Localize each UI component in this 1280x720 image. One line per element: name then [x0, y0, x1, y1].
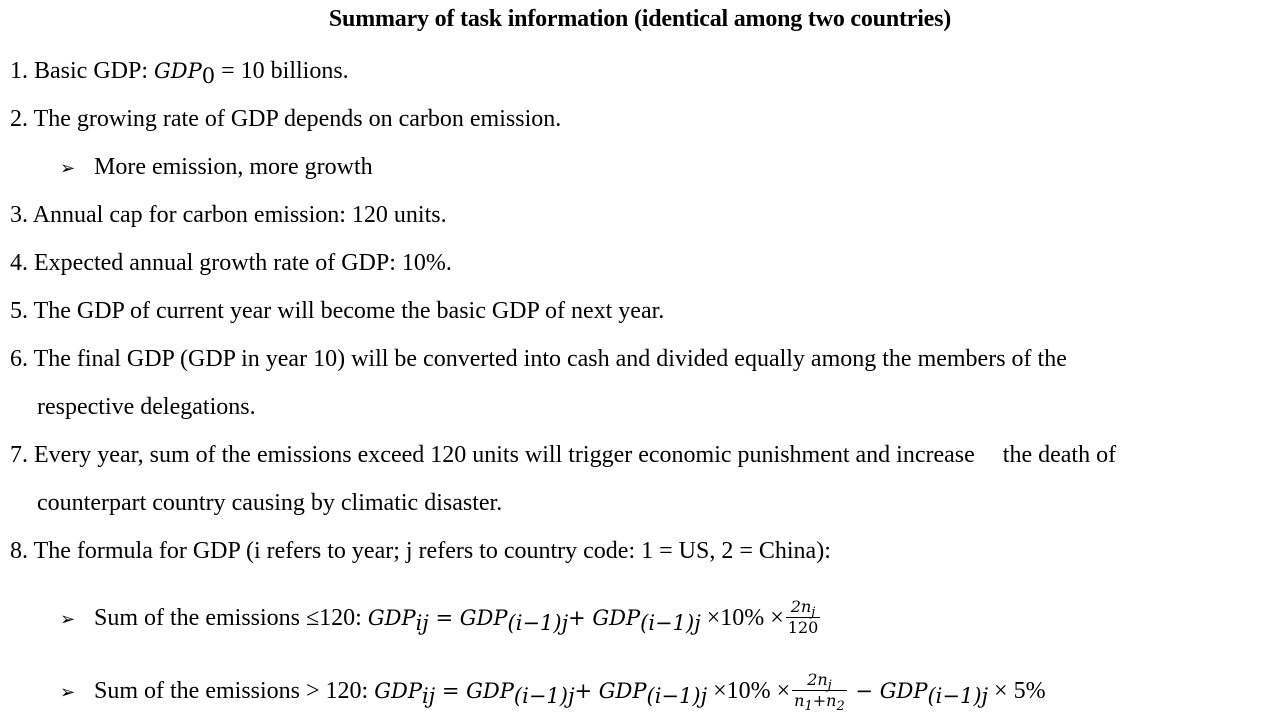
item-text: Expected annual growth rate of GDP: 10%.: [34, 250, 452, 276]
equals-sign: =: [435, 679, 467, 704]
slide-title: Summary of task information (identical a…: [328, 6, 952, 32]
item-number: 4.: [10, 250, 28, 276]
arrow-bullet-icon: ➢: [60, 682, 76, 704]
gdp-term: GDP: [592, 606, 641, 631]
plus-sign: +: [568, 606, 593, 631]
formula-label: Sum of the emissions ≤120:: [94, 605, 368, 632]
gdp-subscript: (i−1)j: [927, 684, 989, 709]
gdp-term: GDP: [367, 606, 416, 631]
item-text-tail: the death of: [1002, 442, 1117, 468]
fraction-denominator: n1+n2: [792, 690, 847, 714]
gdp-term: GDP: [374, 679, 422, 704]
gdp-term: GDP: [466, 679, 514, 704]
fraction-denominator: 120: [785, 617, 821, 637]
bullet-item: ➢ More emission, more growth: [60, 151, 373, 185]
item-number: 1.: [10, 58, 28, 84]
fraction: 2nj 120: [785, 597, 821, 638]
item-7-continuation: counterpart country causing by climatic …: [37, 490, 503, 516]
gdp-term: GDP: [598, 679, 647, 704]
item-8: 8. The formula for GDP (i refers to year…: [10, 535, 831, 567]
formula-over-cap: ➢ Sum of the emissions > 120: GDPij = GDP…: [60, 670, 1046, 714]
gdp-subscript: (i−1)j: [513, 684, 575, 709]
item-number: 7.: [10, 442, 28, 468]
item-number: 6.: [10, 346, 28, 372]
fraction-numerator: 2nj: [807, 670, 832, 693]
item-number: 8.: [10, 538, 28, 564]
item-text: Every year, sum of the emissions exceed …: [34, 442, 975, 468]
gdp-subscript: (i−1)j: [646, 684, 708, 709]
gdp-term: GDP: [459, 606, 508, 631]
item-text: Basic GDP:: [34, 58, 154, 84]
bullet-text: More emission, more growth: [94, 154, 373, 180]
arrow-bullet-icon: ➢: [60, 609, 76, 631]
formula-label: Sum of the emissions > 120:: [94, 678, 375, 705]
arrow-bullet-icon: ➢: [60, 158, 76, 179]
gdp-variable: GDP: [154, 59, 202, 83]
item-1: 1. Basic GDP: GDP0 = 10 billions.: [10, 55, 349, 87]
item-text: The final GDP (GDP in year 10) will be c…: [33, 346, 1067, 372]
item-2: 2. The growing rate of GDP depends on ca…: [10, 103, 561, 135]
item-text-end: = 10 billions.: [215, 58, 349, 84]
item-3: 3. Annual cap for carbon emission: 120 u…: [10, 199, 447, 231]
gdp-subscript: ij: [421, 684, 436, 709]
equals-sign: =: [428, 606, 460, 631]
gdp-subscript: ij: [415, 611, 429, 636]
item-text: The GDP of current year will become the …: [33, 298, 665, 324]
rate-factor: ×10% ×: [700, 605, 784, 632]
rate-factor: ×10% ×: [707, 678, 791, 705]
item-7: 7. Every year, sum of the emissions exce…: [10, 439, 1116, 471]
item-text: The formula for GDP (i refers to year; j…: [33, 538, 831, 564]
item-number: 3.: [10, 202, 28, 228]
item-number: 5.: [10, 298, 28, 324]
penalty-factor: × 5%: [988, 678, 1046, 705]
plus-sign: +: [574, 679, 599, 704]
item-text: Annual cap for carbon emission: 120 unit…: [32, 202, 447, 228]
fraction-numerator: 2nj: [790, 597, 816, 620]
item-number: 2.: [10, 106, 28, 132]
item-6: 6. The final GDP (GDP in year 10) will b…: [10, 343, 1067, 375]
gdp-subscript: (i−1)j: [640, 611, 701, 636]
gdp-term: GDP: [879, 679, 928, 704]
formula-under-cap: ➢ Sum of the emissions ≤120: GDPij = GDP(…: [60, 597, 822, 640]
fraction: 2nj n1+n2: [792, 670, 847, 714]
item-text: The growing rate of GDP depends on carbo…: [33, 106, 562, 132]
gdp-subscript: 0: [201, 64, 216, 88]
item-6-continuation: respective delegations.: [37, 394, 256, 420]
item-5: 5. The GDP of current year will become t…: [10, 295, 664, 327]
minus-sign: −: [848, 679, 880, 704]
item-4: 4. Expected annual growth rate of GDP: 1…: [10, 247, 452, 279]
gdp-subscript: (i−1)j: [507, 611, 569, 636]
